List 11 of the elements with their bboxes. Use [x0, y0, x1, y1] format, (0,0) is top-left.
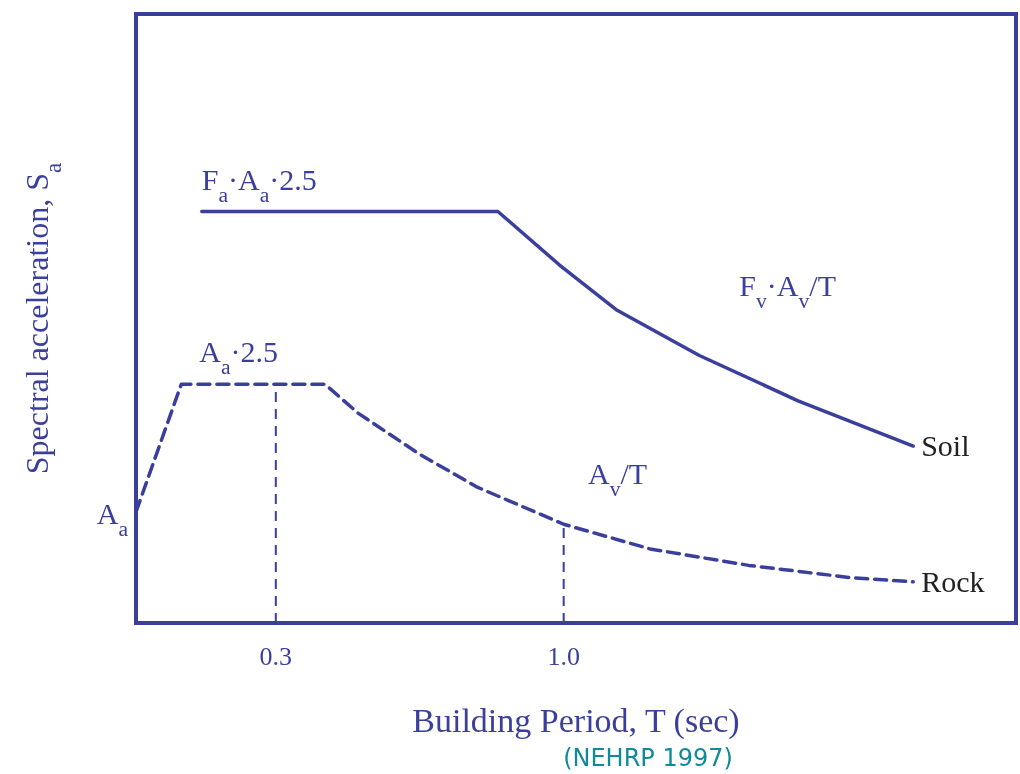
annotation: A$_{v}$/T — [588, 457, 648, 502]
series-label: Soil — [921, 429, 970, 463]
x-tick-label: 1.0 — [547, 642, 580, 672]
annotation: F$_{a}$·A$_{a}$·2.5 — [201, 162, 317, 207]
annotation: A$_{a}$·2.5 — [199, 335, 278, 380]
x-tick-label: 0.3 — [259, 642, 293, 672]
annotation: A$_{a}$ — [96, 496, 129, 541]
x-axis-title: Building Period, T (sec) — [412, 702, 740, 740]
text: (NEHRP 1997) — [562, 744, 734, 772]
annotation: F$_{v}$·A$_{v}$/T — [739, 268, 836, 313]
series-label: Rock — [921, 564, 985, 598]
